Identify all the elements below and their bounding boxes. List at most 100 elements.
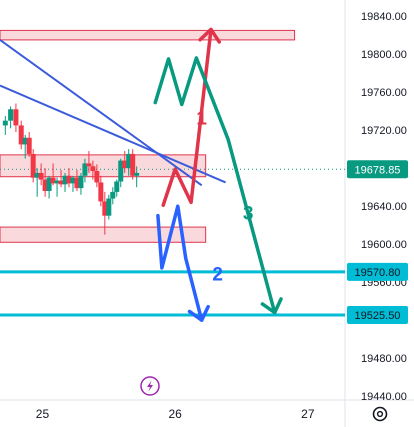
candle-body	[50, 177, 56, 184]
levels-layer	[0, 168, 345, 317]
candle	[122, 151, 128, 173]
candle-body	[110, 191, 116, 199]
candle-body	[13, 109, 19, 126]
candle-body	[114, 181, 120, 192]
candle-body	[118, 160, 124, 182]
candle	[62, 172, 68, 192]
lightning-icon[interactable]	[140, 376, 160, 396]
price-tick-label: 19600.00	[361, 239, 407, 251]
zones-layer	[0, 29, 296, 243]
time-axis[interactable]: 25 26 27	[36, 407, 315, 421]
candle	[94, 164, 100, 188]
arrow-number-label: 1	[196, 108, 207, 129]
projection-arrow-1[interactable]: 1	[161, 27, 221, 207]
candle-body	[8, 109, 14, 121]
candle	[106, 194, 112, 220]
candle	[30, 149, 36, 183]
candle-body	[66, 175, 72, 184]
arrow-number-label: 2	[212, 264, 223, 285]
level-price-badge: 19570.80	[347, 262, 408, 281]
candle-body	[2, 120, 8, 126]
candle	[126, 149, 132, 176]
candle	[74, 170, 80, 191]
price-tick-label: 19640.00	[361, 201, 407, 213]
supply-demand-zone[interactable]	[0, 226, 207, 243]
candle-body	[30, 153, 36, 178]
projection-arrow-2[interactable]: 2	[156, 204, 223, 322]
candle	[102, 191, 108, 235]
arrow-head	[198, 27, 221, 44]
candle-body	[130, 153, 136, 176]
candle	[22, 134, 28, 159]
candle	[110, 187, 116, 205]
candle-body	[58, 180, 64, 185]
level-price-badge: 19525.50	[347, 305, 408, 324]
supply-demand-zone[interactable]	[0, 29, 296, 41]
price-tick-label: 19720.00	[361, 125, 407, 137]
candle-body	[126, 153, 132, 169]
candle-body	[74, 177, 80, 189]
trendline[interactable]	[0, 84, 226, 184]
projection-arrow-3[interactable]: 3	[153, 56, 283, 315]
price-labels-layer: 19678.85 19570.80 19525.50	[347, 160, 408, 324]
candle-body	[94, 171, 100, 183]
candle-body	[82, 163, 88, 176]
candle	[58, 170, 64, 188]
arrows-layer: 1 2 3	[153, 27, 283, 322]
candle-body	[38, 172, 44, 180]
candle	[54, 177, 60, 197]
candle-body	[106, 198, 112, 216]
candle	[98, 175, 104, 207]
supply-demand-zone[interactable]	[0, 154, 207, 178]
candle	[114, 179, 120, 197]
candle-body	[62, 175, 68, 185]
candle	[38, 163, 44, 186]
arrow-head	[187, 304, 210, 322]
candle	[26, 132, 32, 157]
candle	[50, 163, 56, 186]
candle-body	[134, 172, 140, 176]
candle	[34, 168, 40, 197]
candle-body	[90, 166, 96, 172]
price-badge-text: 19570.80	[355, 267, 401, 279]
date-tick-label: 27	[301, 407, 315, 421]
price-badge-text: 19525.50	[355, 310, 401, 322]
trendlines-layer	[0, 39, 226, 187]
candle-body	[70, 177, 76, 184]
arrow-path	[156, 204, 204, 322]
candle-body	[122, 160, 128, 169]
candle	[42, 168, 48, 197]
arrow-path	[153, 56, 277, 315]
candle	[82, 158, 88, 183]
candle	[78, 172, 84, 195]
trendline[interactable]	[0, 39, 203, 187]
arrow-number-label: 3	[243, 203, 254, 224]
candle	[70, 175, 76, 192]
date-tick-label: 25	[36, 407, 50, 421]
settings-icon[interactable]	[372, 406, 388, 422]
candle	[86, 151, 92, 173]
candle	[2, 115, 8, 135]
candle-body	[102, 201, 108, 216]
candle-body	[26, 137, 32, 154]
price-tick-label: 19760.00	[361, 87, 407, 99]
date-tick-label: 26	[168, 407, 182, 421]
price-badge-background	[347, 262, 408, 281]
price-tick-label: 19440.00	[361, 391, 407, 403]
price-tick-label: 19480.00	[361, 353, 407, 365]
candles-layer	[2, 103, 140, 235]
price-tick-label: 19800.00	[361, 49, 407, 61]
arrow-path	[161, 27, 213, 207]
candle-body	[42, 179, 48, 191]
candle	[118, 158, 124, 188]
candle-body	[34, 172, 40, 178]
candle-body	[78, 175, 84, 189]
candle	[13, 103, 19, 133]
candle	[46, 175, 52, 199]
candle	[66, 168, 72, 188]
candle	[18, 120, 24, 150]
candle-body	[18, 125, 24, 145]
current-price-badge: 19678.85	[347, 160, 408, 179]
